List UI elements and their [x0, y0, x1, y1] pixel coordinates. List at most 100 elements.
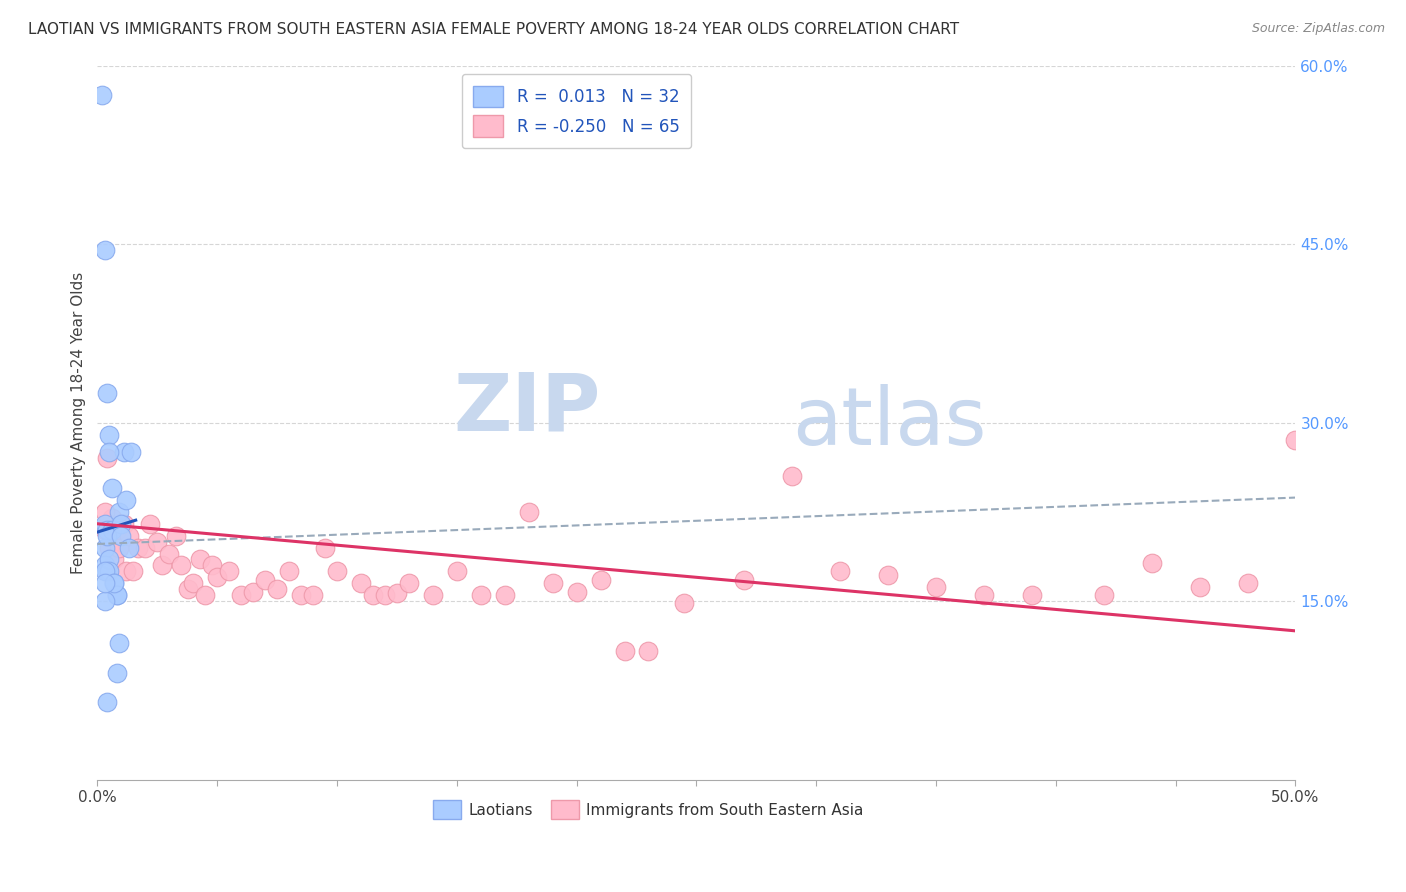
Point [181, 576, 204, 591]
Point [1140, 556, 1163, 570]
Point [1188, 580, 1211, 594]
Point [105, 588, 128, 602]
Point [93, 594, 115, 608]
Point [93, 505, 115, 519]
Point [93, 523, 115, 537]
Point [108, 505, 131, 519]
Legend: Laotians, Immigrants from South Eastern Asia: Laotians, Immigrants from South Eastern … [427, 794, 870, 825]
Point [637, 644, 659, 658]
Point [733, 573, 755, 587]
Point [266, 582, 288, 597]
Point [218, 565, 240, 579]
Point [242, 584, 264, 599]
Point [1284, 434, 1306, 448]
Text: ZIP: ZIP [453, 369, 600, 447]
Point [302, 588, 325, 602]
Point [541, 576, 564, 591]
Point [96, 529, 118, 543]
Point [157, 547, 180, 561]
Point [98, 541, 121, 555]
Point [1236, 576, 1258, 591]
Point [290, 588, 312, 602]
Point [93, 541, 115, 555]
Point [1092, 588, 1115, 602]
Point [205, 570, 228, 584]
Point [361, 588, 384, 602]
Y-axis label: Female Poverty Among 18-24 Year Olds: Female Poverty Among 18-24 Year Olds [72, 271, 86, 574]
Text: atlas: atlas [792, 384, 987, 461]
Point [194, 588, 217, 602]
Point [112, 445, 135, 459]
Point [100, 510, 122, 524]
Point [110, 529, 132, 543]
Point [115, 565, 138, 579]
Point [108, 636, 131, 650]
Point [93, 243, 115, 257]
Point [96, 523, 118, 537]
Point [105, 523, 128, 537]
Point [470, 588, 492, 602]
Point [98, 565, 121, 579]
Point [112, 516, 135, 531]
Point [190, 552, 212, 566]
Point [278, 565, 301, 579]
Point [117, 529, 139, 543]
Point [98, 445, 121, 459]
Point [110, 516, 132, 531]
Point [165, 529, 187, 543]
Point [96, 516, 118, 531]
Point [973, 588, 995, 602]
Point [103, 576, 125, 591]
Point [494, 588, 516, 602]
Point [374, 588, 396, 602]
Point [98, 427, 121, 442]
Point [96, 451, 118, 466]
Point [673, 597, 696, 611]
Point [170, 558, 193, 573]
Point [105, 588, 128, 602]
Point [108, 541, 131, 555]
Point [103, 552, 125, 566]
Point [96, 565, 118, 579]
Point [134, 541, 156, 555]
Point [120, 445, 142, 459]
Point [177, 582, 200, 597]
Point [93, 576, 115, 591]
Point [350, 576, 373, 591]
Point [117, 541, 139, 555]
Text: Source: ZipAtlas.com: Source: ZipAtlas.com [1251, 22, 1385, 36]
Point [98, 552, 121, 566]
Point [613, 644, 636, 658]
Point [780, 469, 803, 483]
Point [115, 492, 138, 507]
Point [589, 573, 612, 587]
Point [100, 481, 122, 495]
Point [127, 541, 149, 555]
Point [314, 541, 336, 555]
Point [877, 568, 900, 582]
Point [91, 88, 114, 103]
Point [229, 588, 252, 602]
Point [139, 516, 162, 531]
Point [446, 565, 468, 579]
Point [201, 558, 224, 573]
Point [105, 665, 128, 680]
Point [925, 580, 948, 594]
Point [96, 385, 118, 400]
Point [254, 573, 277, 587]
Point [385, 586, 408, 600]
Point [93, 558, 115, 573]
Point [96, 695, 118, 709]
Point [422, 588, 444, 602]
Point [150, 558, 173, 573]
Point [93, 565, 115, 579]
Text: LAOTIAN VS IMMIGRANTS FROM SOUTH EASTERN ASIA FEMALE POVERTY AMONG 18-24 YEAR OL: LAOTIAN VS IMMIGRANTS FROM SOUTH EASTERN… [28, 22, 959, 37]
Point [122, 565, 145, 579]
Point [565, 584, 588, 599]
Point [398, 576, 420, 591]
Point [1021, 588, 1043, 602]
Point [146, 534, 169, 549]
Point [93, 516, 115, 531]
Point [517, 505, 540, 519]
Point [100, 523, 122, 537]
